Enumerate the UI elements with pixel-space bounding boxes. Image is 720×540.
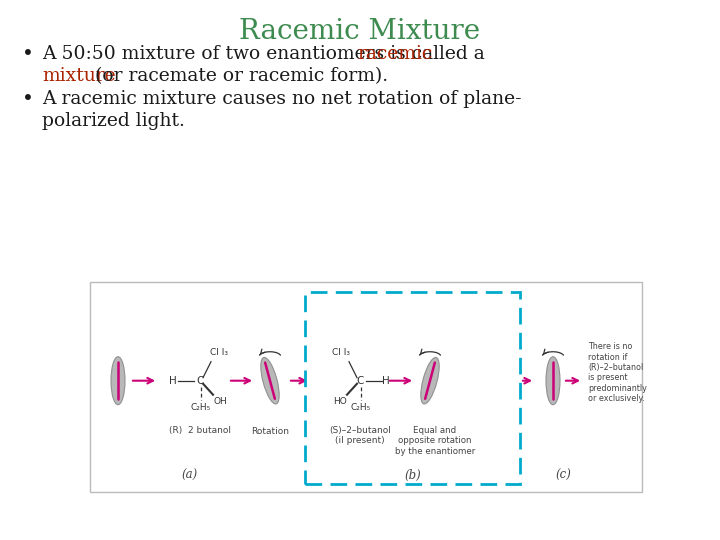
Text: H: H [382,376,390,386]
Ellipse shape [546,357,560,404]
Text: racemic: racemic [357,45,433,63]
Text: C: C [197,376,204,386]
Text: •: • [22,90,34,109]
Text: Racemic Mixture: Racemic Mixture [240,18,480,45]
Text: (or racemate or racemic form).: (or racemate or racemic form). [89,67,388,85]
Text: Cl l₃: Cl l₃ [332,348,350,357]
Ellipse shape [261,357,279,404]
Text: Equal and
opposite rotation
by the enantiomer: Equal and opposite rotation by the enant… [395,426,475,456]
Text: (c): (c) [555,469,571,482]
Text: (R)  2 butanol: (R) 2 butanol [169,426,231,435]
Bar [305,292,520,484]
Text: mixture: mixture [42,67,116,85]
Text: OH: OH [213,397,227,406]
Text: There is no
rotation if
(R)–2–butanol
is present
predominantly
or exclusively.: There is no rotation if (R)–2–butanol is… [588,342,647,403]
Text: Rotation: Rotation [251,427,289,436]
Text: C₂H₅: C₂H₅ [351,403,371,411]
Text: C: C [356,376,364,386]
Text: C₂H₅: C₂H₅ [191,403,211,411]
Text: H: H [169,376,177,386]
Ellipse shape [111,357,125,404]
Text: A racemic mixture causes no net rotation of plane-: A racemic mixture causes no net rotation… [42,90,521,108]
Text: HO: HO [333,397,347,406]
Text: (b): (b) [404,469,421,482]
Bar [90,282,642,492]
Text: •: • [22,45,34,64]
Text: Cl l₃: Cl l₃ [210,348,228,357]
Text: polarized light.: polarized light. [42,112,185,130]
Text: A 50:50 mixture of two enantiomers is called a: A 50:50 mixture of two enantiomers is ca… [42,45,491,63]
Text: (a): (a) [182,469,198,482]
Text: (S)–2–butanol
(il present): (S)–2–butanol (il present) [329,426,391,445]
Ellipse shape [420,357,439,404]
